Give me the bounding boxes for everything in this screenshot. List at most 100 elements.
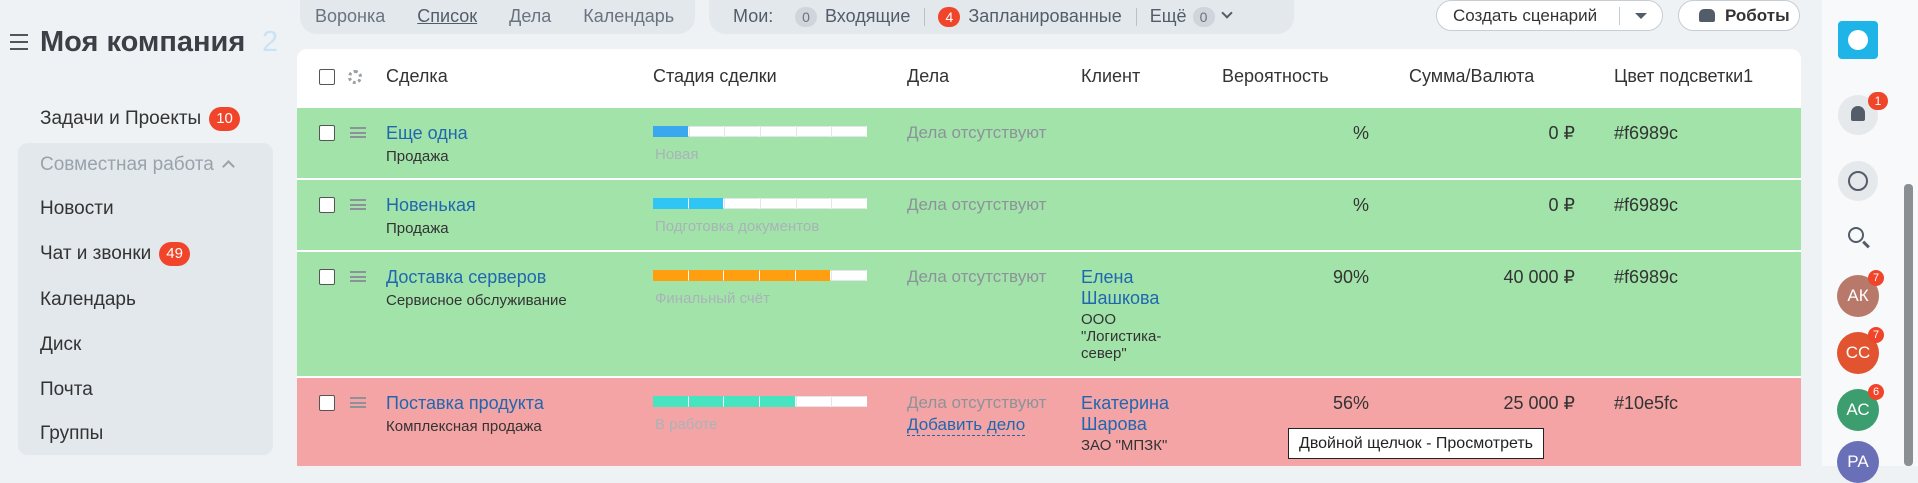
checkbox[interactable]	[319, 269, 335, 285]
stage-segment	[688, 198, 725, 209]
stage-segment	[653, 396, 689, 407]
highlight-color: #f6989c	[1614, 267, 1679, 287]
checkbox[interactable]	[319, 197, 335, 213]
probability: %	[1352, 123, 1369, 143]
deal-title[interactable]: Доставка серверов	[386, 267, 547, 287]
stage-segment	[760, 198, 796, 209]
amount: 0 ₽	[1548, 123, 1575, 143]
client-company: ООО "Логистика-север"	[1081, 311, 1162, 362]
stage-name: Финальный счёт	[655, 290, 770, 307]
add-task-link[interactable]: Добавить дело	[907, 415, 1026, 436]
view-switch: Воронка Список Дела Календарь	[300, 0, 695, 34]
stage-segment	[688, 270, 725, 281]
column-header[interactable]: Сумма/Валюта	[1409, 66, 1535, 86]
robots-button[interactable]: Роботы	[1678, 0, 1800, 31]
bell-icon	[1851, 106, 1865, 121]
stage-segment	[688, 126, 725, 137]
filter-item[interactable]: Запланированные	[968, 6, 1122, 26]
menu-button[interactable]	[10, 34, 28, 50]
highlight-color: #f6989c	[1614, 195, 1679, 215]
view-tab[interactable]: Календарь	[583, 6, 675, 26]
probability: %	[1352, 195, 1369, 215]
divider	[1135, 8, 1137, 26]
menu-item[interactable]: Почта	[40, 379, 93, 400]
avatar-badge: 7	[1868, 327, 1884, 343]
tooltip: Двойной щелчок - Просмотреть	[1288, 428, 1544, 459]
deal-title[interactable]: Еще одна	[386, 123, 468, 143]
company-suffix: 2	[262, 26, 279, 58]
menu-item[interactable]: Диск	[40, 334, 82, 355]
amount: 0 ₽	[1548, 195, 1575, 215]
column-header[interactable]: Вероятность	[1222, 66, 1329, 86]
column-header[interactable]: Дела	[907, 66, 950, 86]
help-button[interactable]	[1838, 21, 1878, 59]
client-name[interactable]: Елена Шашкова	[1081, 267, 1160, 308]
checkbox[interactable]	[319, 125, 335, 141]
menu-item[interactable]: Совместная работа	[40, 154, 214, 175]
deal-type: Продажа	[386, 148, 449, 165]
column-header[interactable]: Стадия сделки	[653, 66, 777, 86]
deal-row[interactable]: Новенькая Продажа Подготовка документов Дел…	[297, 180, 1801, 251]
column-header[interactable]: Клиент	[1081, 66, 1141, 86]
search-button[interactable]	[1848, 227, 1870, 249]
filter-item[interactable]: Входящие	[825, 6, 911, 26]
stage-segment	[760, 126, 796, 137]
deal-table: Сделка Стадия сделки Дела Клиент Вероятность…	[297, 49, 1801, 466]
avatar-badge: 6	[1868, 384, 1884, 400]
client-name[interactable]: Екатерина Шарова	[1081, 393, 1169, 434]
stage-segment	[724, 270, 761, 281]
menu-item[interactable]: Календарь	[40, 289, 136, 310]
stage-name: В работе	[655, 416, 718, 433]
checkbox[interactable]	[319, 395, 335, 411]
stage-segment	[653, 270, 689, 281]
stage-bar[interactable]	[653, 270, 868, 281]
stage-segment	[831, 126, 868, 137]
deal-row[interactable]: Доставка серверов Сервисное обслуживание Ф…	[297, 252, 1801, 377]
stage-bar[interactable]	[653, 126, 868, 137]
checkbox[interactable]	[319, 69, 335, 85]
view-tab[interactable]: Список	[417, 6, 478, 26]
stage-segment	[795, 126, 832, 137]
deal-type: Продажа	[386, 220, 449, 237]
column-header[interactable]: Цвет подсветки1	[1614, 66, 1754, 86]
stage-segment	[688, 396, 725, 407]
create-scenario-button[interactable]: Создать сценарий	[1436, 0, 1663, 31]
menu-item[interactable]: Задачи и Проекты	[40, 108, 202, 129]
menu-item[interactable]: Группы	[40, 423, 104, 444]
tasks: Дела отсутствуют	[907, 393, 1047, 412]
deal-title[interactable]: Новенькая	[386, 195, 476, 215]
view-tab[interactable]: Воронка	[315, 6, 386, 26]
highlight-color: #f6989c	[1614, 123, 1679, 143]
column-header[interactable]: Сделка	[386, 66, 448, 86]
filter-count: 0	[795, 7, 817, 27]
deal-row[interactable]: Еще одна Продажа Новая Дела отсутствуют% 0 ₽…	[297, 108, 1801, 179]
settings-icon[interactable]	[348, 70, 362, 84]
deal-type: Сервисное обслуживание	[386, 292, 567, 309]
filter-bar: Мои: 0 Входящие 4 Запланированные Ещё 0	[709, 0, 1294, 34]
stage-segment	[760, 396, 796, 407]
deal-row[interactable]: Поставка продукта Комплексная продажа В ра…	[297, 378, 1801, 466]
filter-item[interactable]: Ещё	[1149, 6, 1187, 26]
amount: 25 000 ₽	[1503, 393, 1575, 413]
filter-count: 0	[1192, 7, 1215, 27]
probability: 90%	[1332, 267, 1369, 287]
stage-segment	[724, 126, 761, 137]
stage-name: Новая	[655, 146, 699, 163]
notification-badge: 1	[1868, 92, 1888, 110]
drag-handle	[350, 127, 366, 138]
avatar[interactable]: РА	[1837, 441, 1879, 483]
deal-title[interactable]: Поставка продукта	[386, 393, 544, 413]
drag-handle	[350, 199, 366, 210]
menu-item[interactable]: Чат и звонки	[40, 243, 152, 264]
stage-segment	[795, 198, 832, 209]
drag-handle	[350, 271, 366, 282]
stage-bar[interactable]	[653, 198, 868, 209]
stage-bar[interactable]	[653, 396, 868, 407]
chat-button[interactable]	[1838, 161, 1878, 201]
view-tab[interactable]: Дела	[509, 6, 552, 26]
stage-segment	[795, 270, 832, 281]
stage-segment	[831, 270, 868, 281]
probability: 56%	[1332, 393, 1369, 413]
menu-item[interactable]: Новости	[40, 198, 114, 219]
deal-type: Комплексная продажа	[386, 418, 542, 435]
